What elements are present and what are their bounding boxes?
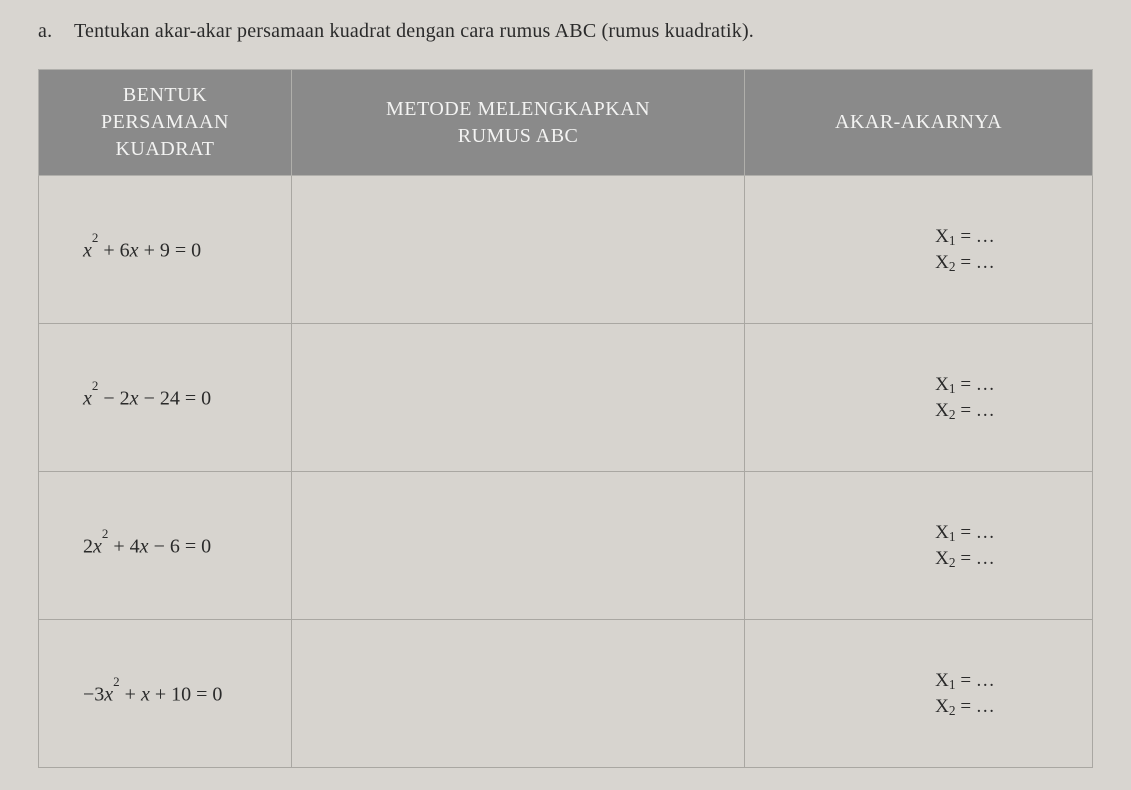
root-x1: X1 = … <box>935 670 1070 692</box>
roots-cell: X1 = … X2 = … <box>745 472 1093 620</box>
header-akar-text: AKAR-AKARNYA <box>835 111 1002 133</box>
method-cell <box>291 472 744 620</box>
method-cell <box>291 176 744 324</box>
table-row: x2 + 6x + 9 = 0 X1 = … X2 = … <box>39 176 1093 324</box>
header-bentuk: BENTUK PERSAMAAN KUADRAT <box>39 70 292 176</box>
table-body: x2 + 6x + 9 = 0X1 = …X2 = …x2 − 2x − 24 … <box>39 176 1093 768</box>
table-row: x2 − 2x − 24 = 0 X1 = … X2 = … <box>39 324 1093 472</box>
equation-cell: 2x2 + 4x − 6 = 0 <box>39 472 292 620</box>
root-x2: X2 = … <box>935 696 1070 718</box>
table-header-row: BENTUK PERSAMAAN KUADRAT METODE MELENGKA… <box>39 70 1093 176</box>
header-metode-l1: METODE MELENGKAPKAN <box>386 98 650 120</box>
equation-cell: −3x2 + x + 10 = 0 <box>39 620 292 768</box>
instruction-marker: a. <box>38 20 56 43</box>
header-akar: AKAR-AKARNYA <box>745 70 1093 176</box>
root-x2: X2 = … <box>935 400 1070 422</box>
header-bentuk-l3: KUADRAT <box>47 138 283 161</box>
root-x1: X1 = … <box>935 226 1070 248</box>
roots-cell: X1 = … X2 = … <box>745 620 1093 768</box>
roots-cell: X1 = … X2 = … <box>745 324 1093 472</box>
table-row: −3x2 + x + 10 = 0 X1 = … X2 = … <box>39 620 1093 768</box>
roots-cell: X1 = … X2 = … <box>745 176 1093 324</box>
worksheet-table: BENTUK PERSAMAAN KUADRAT METODE MELENGKA… <box>38 69 1093 768</box>
root-x2: X2 = … <box>935 252 1070 274</box>
header-metode-l2: RUMUS ABC <box>300 125 736 148</box>
instruction-text: Tentukan akar-akar persamaan kuadrat den… <box>74 20 754 43</box>
method-cell <box>291 324 744 472</box>
root-x1: X1 = … <box>935 522 1070 544</box>
table-row: 2x2 + 4x − 6 = 0 X1 = … X2 = … <box>39 472 1093 620</box>
header-bentuk-l1: BENTUK <box>123 84 207 106</box>
equation-cell: x2 + 6x + 9 = 0 <box>39 176 292 324</box>
instruction: a. Tentukan akar-akar persamaan kuadrat … <box>38 20 1093 43</box>
header-metode: METODE MELENGKAPKAN RUMUS ABC <box>291 70 744 176</box>
root-x2: X2 = … <box>935 548 1070 570</box>
method-cell <box>291 620 744 768</box>
header-bentuk-l2: PERSAMAAN <box>47 111 283 134</box>
equation-cell: x2 − 2x − 24 = 0 <box>39 324 292 472</box>
root-x1: X1 = … <box>935 374 1070 396</box>
